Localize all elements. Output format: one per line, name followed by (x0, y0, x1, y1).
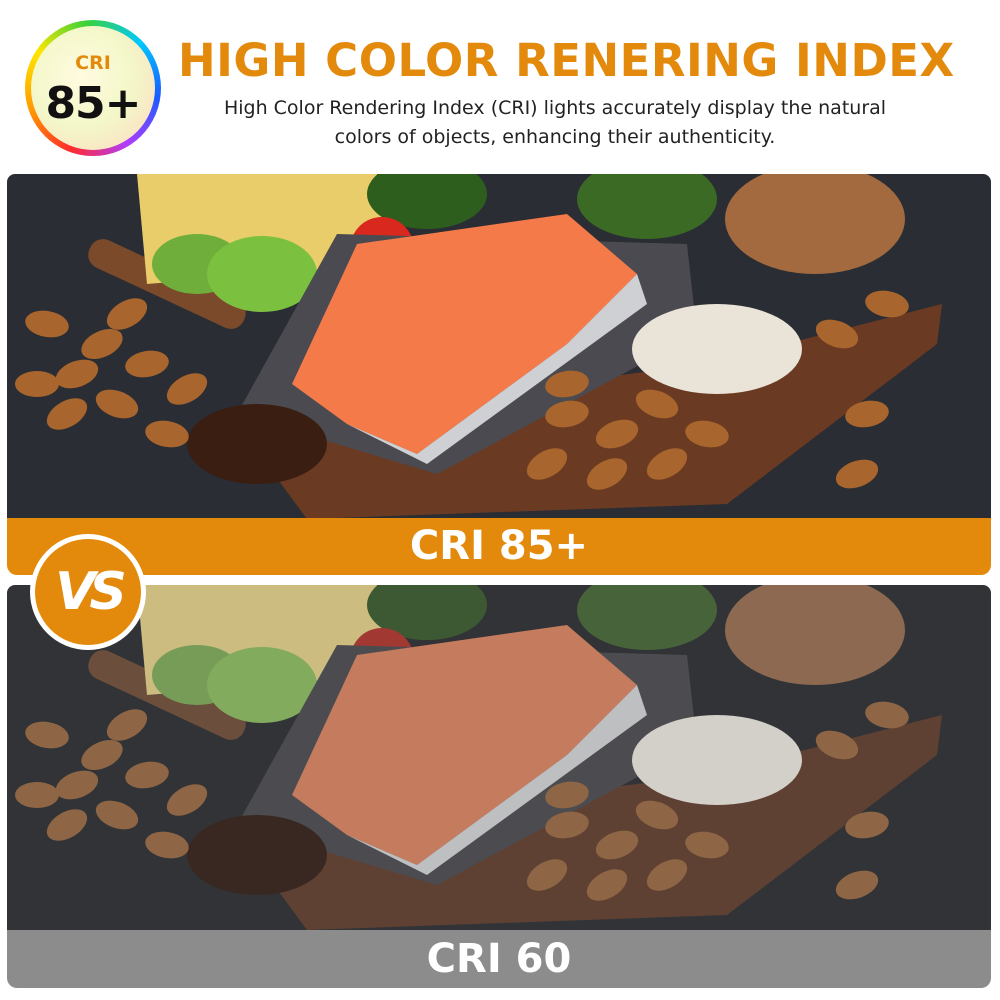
almond (545, 370, 589, 398)
subtitle-line-2: colors of objects, enhancing their authe… (334, 126, 776, 148)
almond (95, 800, 139, 830)
broccoli (577, 174, 717, 239)
almond (526, 448, 568, 480)
almond (25, 310, 69, 338)
almond-bowl (725, 585, 905, 685)
almond (685, 420, 729, 448)
broccoli (577, 585, 717, 650)
cri-badge-inner: CRI 85+ (31, 26, 155, 150)
page-title: HIGH COLOR RENERING INDEX (178, 34, 955, 87)
almond (865, 701, 909, 729)
badge-label: CRI (75, 52, 111, 74)
vs-badge: VS (30, 534, 146, 650)
almond (545, 781, 589, 809)
almond (166, 784, 208, 816)
almond (646, 859, 688, 891)
almond (166, 373, 208, 405)
salmon-steak (292, 214, 637, 454)
subtitle: High Color Rendering Index (CRI) lights … (180, 94, 930, 152)
almond (545, 400, 589, 428)
broccoli (367, 174, 487, 229)
almond (835, 870, 879, 900)
spice-bowl (187, 815, 327, 895)
almond (595, 419, 639, 449)
almond (106, 709, 148, 741)
almond (25, 721, 69, 749)
almond (55, 770, 99, 800)
almond (145, 420, 189, 448)
almond (586, 458, 628, 490)
cri-badge: CRI 85+ (25, 20, 161, 156)
salmon-steak (292, 625, 637, 865)
almond (95, 389, 139, 419)
label-band-low-cri: CRI 60 (7, 930, 991, 988)
spice-bowl (187, 404, 327, 484)
label-band-high-cri: CRI 85+ (7, 518, 991, 575)
almond (106, 298, 148, 330)
almond-bowl (725, 174, 905, 274)
almond (545, 811, 589, 839)
almond (845, 811, 889, 839)
almond (646, 448, 688, 480)
almond (685, 831, 729, 859)
almond (125, 350, 169, 378)
almond (125, 761, 169, 789)
almond (15, 371, 59, 397)
almond (586, 869, 628, 901)
almond (835, 459, 879, 489)
vs-label: VS (35, 539, 141, 645)
almond (865, 290, 909, 318)
almond (81, 739, 123, 771)
badge-value: 85+ (45, 78, 141, 129)
almond (46, 809, 88, 841)
rice-bowl (632, 304, 802, 394)
broccoli (367, 585, 487, 640)
subtitle-line-1: High Color Rendering Index (CRI) lights … (223, 97, 887, 119)
food-photo-high-cri (7, 174, 991, 518)
almond (15, 782, 59, 808)
almond (635, 800, 679, 830)
almond (815, 319, 859, 349)
almond (145, 831, 189, 859)
almond (815, 730, 859, 760)
almond (46, 398, 88, 430)
food-photo-low-cri (7, 585, 991, 930)
almond (526, 859, 568, 891)
cucumber-slice (207, 236, 317, 312)
rice-bowl (632, 715, 802, 805)
almond (81, 328, 123, 360)
almond (55, 359, 99, 389)
almond (595, 830, 639, 860)
almond (635, 389, 679, 419)
cucumber-slice (207, 647, 317, 723)
almond (845, 400, 889, 428)
